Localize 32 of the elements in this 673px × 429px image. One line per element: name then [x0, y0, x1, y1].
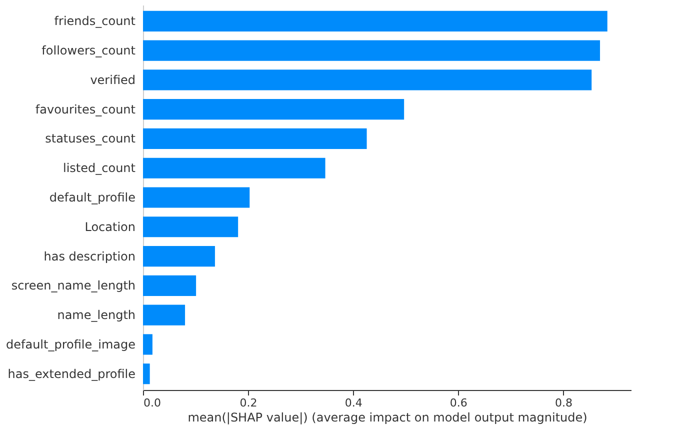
x-tick-label: 0.8 [554, 396, 572, 410]
bar [143, 10, 608, 32]
bar [143, 40, 600, 61]
y-tick-label: verified [90, 72, 136, 87]
bar [143, 128, 367, 150]
bar [143, 364, 150, 384]
y-tick-label: screen_name_length [11, 278, 136, 293]
y-tick-label: Location [84, 220, 136, 234]
y-tick-label: statuses_count [45, 132, 136, 146]
y-tick-label: favourites_count [35, 102, 136, 116]
bar [143, 334, 152, 355]
x-tick-label: 0.2 [240, 396, 258, 410]
bar [143, 99, 404, 120]
y-tick-label: name_length [57, 308, 136, 322]
y-tick-label: friends_count [54, 14, 136, 28]
bar [143, 216, 238, 238]
y-tick-label: has description [44, 249, 136, 264]
bar [143, 70, 592, 90]
bar [143, 187, 250, 208]
bar [143, 158, 326, 178]
y-tick-label: has_extended_profile [8, 366, 136, 381]
y-tick-label: default_profile_image [6, 337, 136, 352]
y-tick-label: followers_count [42, 44, 136, 58]
x-tick-label: 0.4 [344, 396, 362, 410]
x-axis-title: mean(|SHAP value|) (average impact on model output magnitude) [188, 410, 588, 424]
bar [143, 304, 186, 326]
x-tick-label: 0.0 [144, 396, 161, 410]
x-tick-label: 0.6 [450, 396, 468, 410]
bar [143, 246, 215, 267]
y-tick-label: listed_count [63, 161, 136, 176]
y-tick-label: default_profile [49, 190, 136, 204]
bar [143, 275, 196, 296]
